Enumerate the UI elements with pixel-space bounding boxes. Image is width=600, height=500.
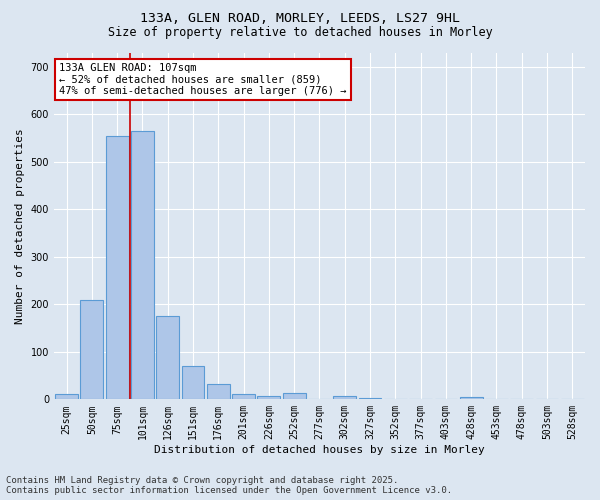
Bar <box>106 136 128 400</box>
Bar <box>182 366 205 400</box>
Bar <box>232 394 255 400</box>
Bar <box>80 300 103 400</box>
X-axis label: Distribution of detached houses by size in Morley: Distribution of detached houses by size … <box>154 445 485 455</box>
Bar <box>131 131 154 400</box>
Bar <box>55 394 78 400</box>
Text: Size of property relative to detached houses in Morley: Size of property relative to detached ho… <box>107 26 493 39</box>
Text: 133A GLEN ROAD: 107sqm
← 52% of detached houses are smaller (859)
47% of semi-de: 133A GLEN ROAD: 107sqm ← 52% of detached… <box>59 63 347 96</box>
Bar <box>460 397 482 400</box>
Y-axis label: Number of detached properties: Number of detached properties <box>15 128 25 324</box>
Bar <box>359 398 382 400</box>
Bar <box>257 396 280 400</box>
Bar <box>283 393 305 400</box>
Bar <box>157 316 179 400</box>
Bar <box>207 384 230 400</box>
Bar <box>334 396 356 400</box>
Text: Contains HM Land Registry data © Crown copyright and database right 2025.
Contai: Contains HM Land Registry data © Crown c… <box>6 476 452 495</box>
Text: 133A, GLEN ROAD, MORLEY, LEEDS, LS27 9HL: 133A, GLEN ROAD, MORLEY, LEEDS, LS27 9HL <box>140 12 460 26</box>
